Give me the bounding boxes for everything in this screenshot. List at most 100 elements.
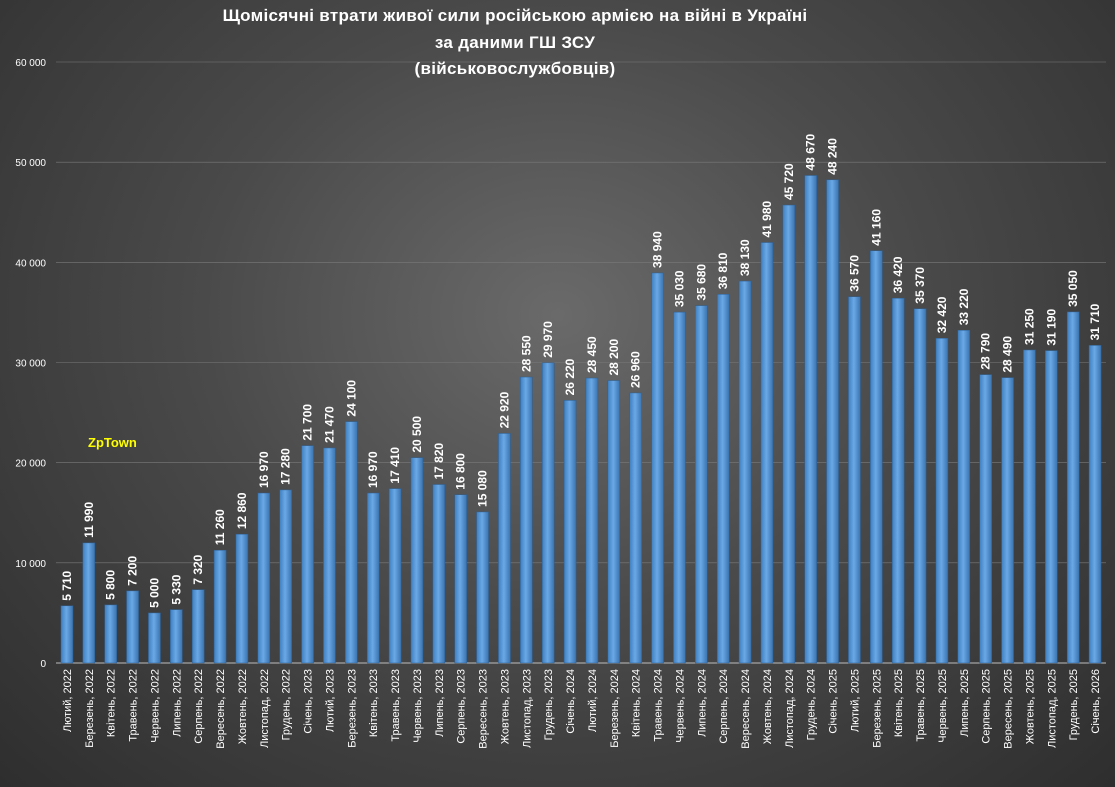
bar bbox=[563, 400, 577, 664]
x-axis: Лютий, 2022 Березень, 2022 Квітень, 2022 Тр… bbox=[62, 669, 1102, 749]
x-tick-label: Грудень, 2023 bbox=[543, 669, 555, 740]
bar bbox=[870, 250, 883, 664]
value-label: 11 990 bbox=[82, 502, 96, 538]
x-tick-label: Грудень, 2024 bbox=[806, 669, 818, 740]
x-tick-label: Травень, 2025 bbox=[915, 669, 927, 742]
value-label: 11 260 bbox=[213, 509, 227, 545]
x-tick-label: Березень, 2022 bbox=[84, 669, 96, 748]
y-tick-label: 50 000 bbox=[15, 158, 46, 169]
x-tick-label: Вересень, 2024 bbox=[740, 669, 752, 749]
bar bbox=[454, 494, 467, 664]
x-tick-label: Листопад, 2023 bbox=[521, 669, 533, 748]
value-label: 28 790 bbox=[979, 333, 993, 370]
value-label: 28 200 bbox=[607, 339, 621, 376]
x-tick-label: Листопад, 2024 bbox=[784, 669, 796, 748]
bar bbox=[826, 179, 839, 664]
bar bbox=[323, 447, 336, 664]
bar bbox=[257, 492, 271, 664]
value-label: 7 320 bbox=[191, 554, 205, 584]
x-tick-label: Грудень, 2025 bbox=[1068, 669, 1080, 740]
bar bbox=[520, 376, 533, 664]
chart-title-line-3: (військовослужбовців) bbox=[414, 59, 616, 78]
value-label: 26 220 bbox=[563, 358, 577, 395]
x-tick-label: Серпень, 2024 bbox=[718, 669, 730, 744]
value-label: 5 330 bbox=[169, 574, 183, 604]
value-label: 41 980 bbox=[760, 200, 774, 237]
bar bbox=[541, 362, 555, 664]
value-label: 31 710 bbox=[1088, 303, 1102, 340]
value-label: 16 970 bbox=[366, 451, 380, 488]
value-label: 24 100 bbox=[344, 380, 358, 417]
bar bbox=[760, 242, 774, 664]
value-label: 36 420 bbox=[891, 256, 905, 293]
x-tick-label: Березень, 2023 bbox=[346, 669, 358, 748]
value-label: 41 160 bbox=[869, 209, 883, 246]
bar bbox=[891, 297, 905, 664]
x-tick-label: Січень, 2023 bbox=[303, 669, 315, 734]
bar bbox=[673, 311, 686, 664]
x-tick-label: Лютий, 2022 bbox=[62, 669, 74, 732]
bar bbox=[1001, 377, 1014, 664]
value-label: 5 800 bbox=[104, 570, 118, 600]
value-label: 7 200 bbox=[126, 556, 140, 586]
x-tick-label: Липень, 2023 bbox=[434, 669, 446, 737]
bar bbox=[126, 590, 139, 664]
value-label: 17 280 bbox=[279, 448, 293, 485]
value-label: 31 250 bbox=[1022, 308, 1036, 345]
bar bbox=[695, 305, 708, 664]
x-tick-label: Вересень, 2025 bbox=[1003, 669, 1015, 749]
value-label: 36 570 bbox=[847, 255, 861, 292]
x-tick-label: Листопад, 2025 bbox=[1046, 669, 1058, 748]
bar bbox=[498, 433, 511, 664]
bar bbox=[213, 549, 227, 664]
x-tick-label: Лютий, 2024 bbox=[587, 669, 599, 732]
value-label: 26 960 bbox=[629, 351, 643, 388]
x-tick-label: Жовтень, 2025 bbox=[1024, 669, 1036, 744]
x-tick-label: Березень, 2024 bbox=[609, 669, 621, 748]
value-label: 35 030 bbox=[672, 270, 686, 307]
bars bbox=[60, 175, 1102, 664]
bar bbox=[979, 374, 992, 664]
bar bbox=[366, 492, 380, 664]
value-label: 48 240 bbox=[826, 138, 840, 175]
bar bbox=[60, 605, 74, 664]
bar bbox=[585, 377, 599, 664]
x-tick-label: Жовтень, 2024 bbox=[762, 669, 774, 744]
y-tick-label: 30 000 bbox=[15, 359, 46, 370]
x-tick-label: Червень, 2025 bbox=[937, 669, 949, 743]
x-tick-label: Липень, 2022 bbox=[171, 669, 183, 737]
bar bbox=[82, 542, 96, 664]
x-tick-label: Лютий, 2023 bbox=[324, 669, 336, 732]
bar bbox=[1088, 345, 1102, 664]
value-label: 28 450 bbox=[585, 336, 599, 373]
bar bbox=[935, 338, 949, 664]
value-label: 35 370 bbox=[913, 267, 927, 304]
value-label: 36 810 bbox=[716, 252, 730, 289]
bar bbox=[651, 272, 664, 664]
x-tick-label: Січень, 2024 bbox=[565, 669, 577, 734]
chart-title-line-2: за даними ГШ ЗСУ bbox=[434, 33, 596, 52]
x-tick-label: Жовтень, 2022 bbox=[237, 669, 249, 744]
x-tick-label: Січень, 2026 bbox=[1090, 669, 1102, 734]
bar bbox=[279, 489, 292, 664]
x-tick-label: Квітень, 2023 bbox=[368, 669, 380, 737]
bar bbox=[913, 308, 927, 664]
value-label: 38 130 bbox=[738, 239, 752, 276]
bar bbox=[235, 533, 249, 664]
value-label: 17 820 bbox=[432, 442, 446, 479]
bar bbox=[848, 296, 861, 664]
bar bbox=[804, 175, 817, 664]
x-tick-label: Червень, 2022 bbox=[149, 669, 161, 743]
bar bbox=[782, 204, 796, 664]
x-tick-label: Лютий, 2025 bbox=[849, 669, 861, 732]
x-tick-label: Серпень, 2023 bbox=[456, 669, 468, 744]
bar bbox=[476, 511, 489, 664]
x-tick-label: Травень, 2023 bbox=[390, 669, 402, 742]
value-label: 35 680 bbox=[694, 264, 708, 301]
value-label: 22 920 bbox=[497, 391, 511, 428]
bar bbox=[148, 612, 161, 664]
value-label: 17 410 bbox=[388, 447, 402, 484]
bar bbox=[104, 604, 117, 664]
y-tick-label: 40 000 bbox=[15, 258, 46, 269]
